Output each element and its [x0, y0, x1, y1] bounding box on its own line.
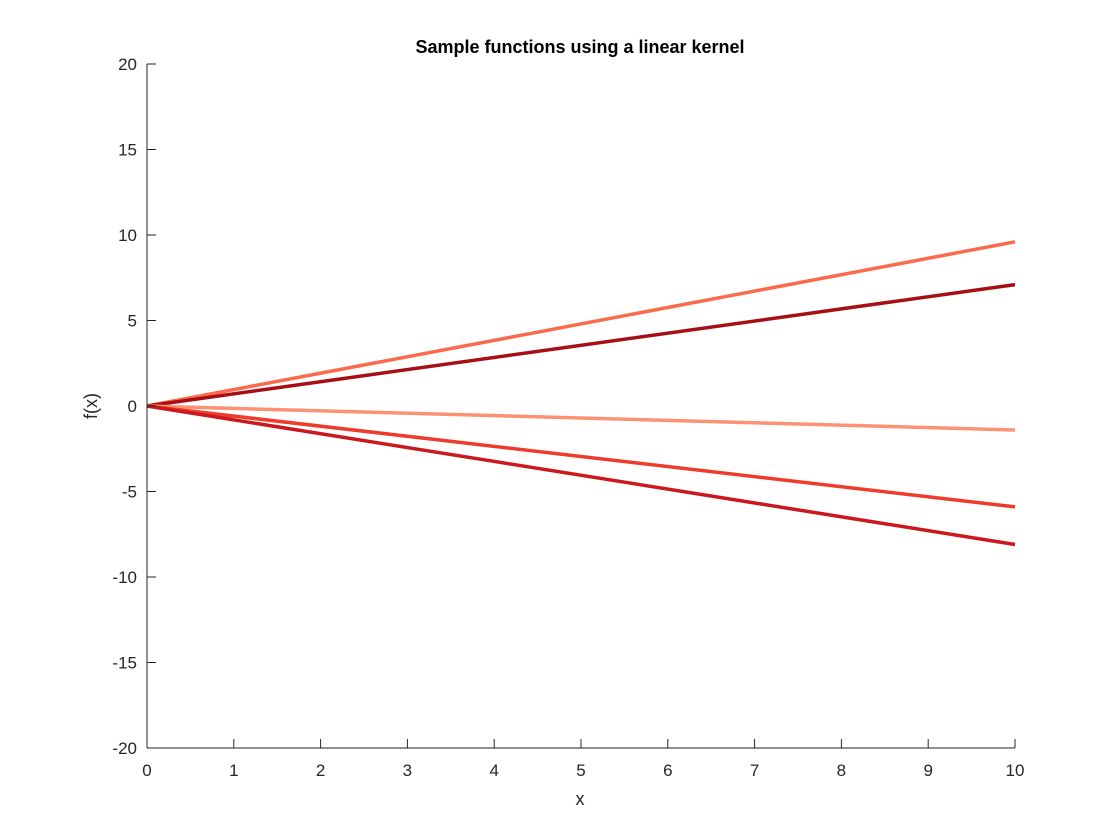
- y-tick-label: 15: [118, 141, 137, 160]
- y-tick-label: -20: [112, 739, 137, 758]
- y-tick-label: 0: [128, 397, 137, 416]
- y-tick-label: 5: [128, 312, 137, 331]
- series-line-2: [146, 282, 1016, 408]
- x-tick-label: 1: [229, 761, 238, 780]
- y-ticks: -20 -15 -10 -5 0 5 10 15 20: [112, 55, 156, 758]
- series-line-5: [146, 404, 1016, 547]
- x-tick-label: 10: [1006, 761, 1025, 780]
- x-axis-label: x: [576, 789, 585, 809]
- x-tick-label: 0: [142, 761, 151, 780]
- y-tick-label: 20: [118, 55, 137, 74]
- x-tick-label: 8: [837, 761, 846, 780]
- x-ticks: 0 1 2 3 4 5 6 7 8 9 10: [142, 739, 1024, 780]
- series-line-4: [146, 404, 1016, 509]
- y-tick-label: -10: [112, 568, 137, 587]
- axes: [146, 64, 1015, 749]
- series-line-3: [146, 404, 1016, 432]
- series-group: [146, 240, 1016, 547]
- y-axis-label: f(x): [81, 393, 101, 419]
- y-tick-label: 10: [118, 226, 137, 245]
- y-tick-label: -15: [112, 654, 137, 673]
- x-tick-label: 4: [489, 761, 498, 780]
- x-tick-label: 6: [663, 761, 672, 780]
- x-tick-label: 2: [316, 761, 325, 780]
- x-tick-label: 3: [403, 761, 412, 780]
- x-tick-label: 9: [923, 761, 932, 780]
- x-tick-label: 5: [576, 761, 585, 780]
- series-line-1: [146, 240, 1016, 408]
- y-tick-label: -5: [122, 483, 137, 502]
- chart-title: Sample functions using a linear kernel: [415, 37, 744, 57]
- x-tick-label: 7: [750, 761, 759, 780]
